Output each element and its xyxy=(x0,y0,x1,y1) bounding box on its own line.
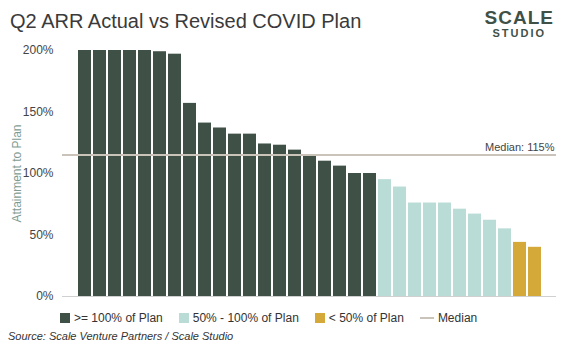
svg-text:150%: 150% xyxy=(23,105,54,119)
svg-text:50%: 50% xyxy=(29,228,53,242)
svg-text:Median: 115%: Median: 115% xyxy=(485,141,555,153)
html-text:Median: Median xyxy=(437,311,478,325)
svg-text:100%: 100% xyxy=(23,166,54,180)
html-text:>= 100% of Plan: >= 100% of Plan xyxy=(74,311,163,325)
html-text:SCALE: SCALE xyxy=(484,7,554,28)
html-text:Source: Scale Venture Partners: Source: Scale Venture Partners / Scale S… xyxy=(8,330,234,342)
svg-text:Attainment to Plan: Attainment to Plan xyxy=(10,124,24,222)
svg-text:200%: 200% xyxy=(23,43,54,57)
html-text:STUDIO: STUDIO xyxy=(492,27,547,39)
svg-text:0%: 0% xyxy=(36,289,54,303)
html-text:< 50% of Plan: < 50% of Plan xyxy=(328,311,404,325)
html-text:50% - 100% of Plan: 50% - 100% of Plan xyxy=(192,311,299,325)
html-text:Q2 ARR Actual vs Revised COVID: Q2 ARR Actual vs Revised COVID Plan xyxy=(10,10,362,32)
